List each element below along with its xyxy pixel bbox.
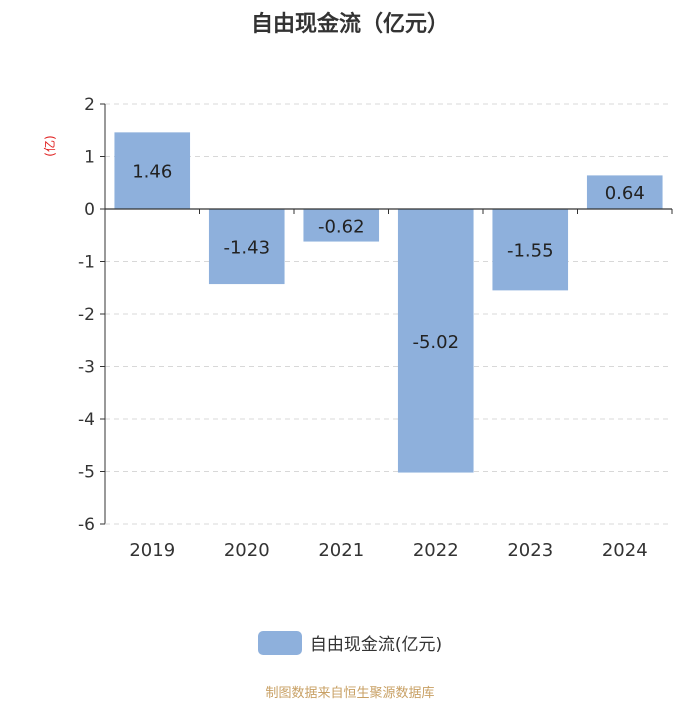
x-tick-label: 2023	[507, 540, 553, 561]
x-tick-label: 2022	[413, 540, 459, 561]
x-tick-label: 2019	[129, 540, 175, 561]
chart-title: 自由现金流（亿元）	[250, 12, 449, 37]
bar-2024	[586, 175, 663, 209]
legend-swatch	[257, 630, 302, 655]
data-label: -1.43	[223, 238, 270, 259]
x-tick-label: 2024	[602, 540, 648, 561]
legend[interactable]: 自由现金流(亿元)	[0, 630, 700, 655]
bar-2020	[208, 209, 285, 285]
source-footer: 制图数据来自恒生聚源数据库	[265, 686, 435, 701]
bar-2022	[397, 209, 474, 473]
data-label: 0.64	[605, 183, 645, 204]
legend-label: 自由现金流(亿元)	[309, 635, 443, 655]
y-tick-label: 1	[84, 148, 95, 168]
y-tick-label: -1	[78, 253, 95, 273]
bar-2021	[303, 209, 380, 242]
y-tick-label: -2	[78, 305, 95, 325]
y-tick-label: -5	[78, 463, 95, 483]
data-label: -5.02	[412, 332, 459, 353]
bar-2019	[114, 132, 191, 209]
x-tick-label: 2020	[224, 540, 270, 561]
x-tick-label: 2021	[318, 540, 364, 561]
data-label: 1.46	[132, 162, 172, 183]
bar-2023	[492, 209, 569, 291]
y-tick-label: 0	[84, 200, 95, 220]
y-tick-label: -4	[78, 410, 95, 430]
y-tick-label: -6	[78, 515, 95, 535]
y-tick-label: 2	[84, 95, 95, 115]
data-label: -0.62	[318, 216, 365, 237]
y-tick-label: -3	[78, 358, 95, 378]
data-label: -1.55	[507, 241, 554, 262]
